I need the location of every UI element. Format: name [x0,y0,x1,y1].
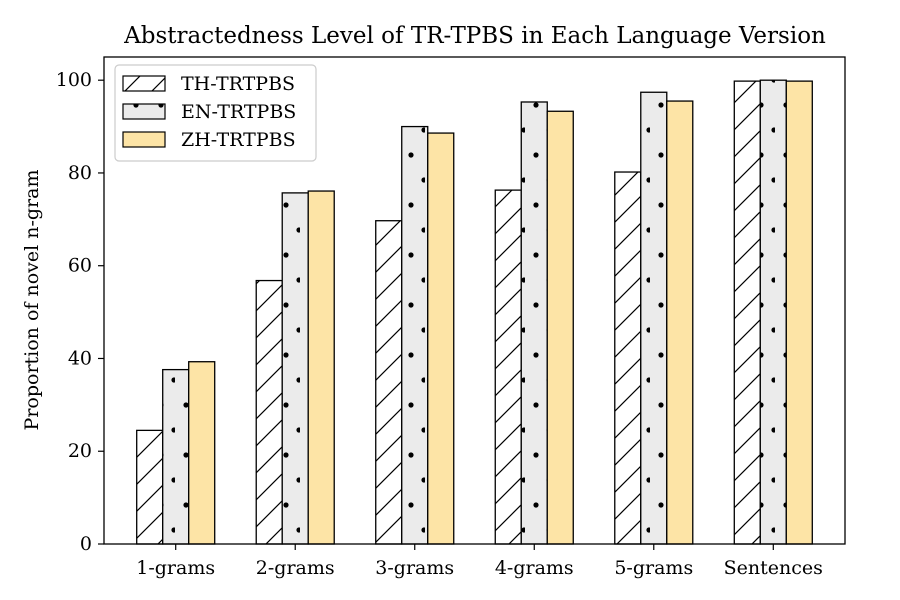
bar-en-trtpbs-sentences [759,79,787,545]
bars-group [136,79,813,545]
bar-en-trtpbs-4-grams [520,101,548,545]
bar-zh-trtpbs-sentences [785,80,813,545]
legend-label-th-trtpbs: TH-TRTPBS [181,73,295,95]
bar-en-trtpbs-5-grams [640,91,668,545]
bar-th-trtpbs-sentences [733,80,761,545]
legend-swatch-en-trtpbs [122,103,166,120]
x-tick-label: 3-grams [375,557,454,579]
legend-swatch-th-trtpbs [122,75,166,92]
bar-zh-trtpbs-2-grams [307,190,335,545]
legend-swatch-zh-trtpbs [122,131,166,148]
y-tick-label: 20 [68,440,92,462]
y-tick-label: 60 [68,255,92,277]
y-tick-label: 40 [68,347,92,369]
bar-zh-trtpbs-5-grams [666,100,694,545]
chart-title: Abstractedness Level of TR-TPBS in Each … [123,23,826,49]
bar-en-trtpbs-1-grams [162,368,190,545]
y-tick-label: 100 [56,69,92,91]
legend-label-en-trtpbs: EN-TRTPBS [181,101,296,123]
y-axis-label: Proportion of novel n-gram [21,170,43,431]
legend: TH-TRTPBS EN-TRTPBS ZH-TRTPBS [114,64,317,162]
bar-en-trtpbs-2-grams [281,192,309,545]
bar-th-trtpbs-2-grams [255,279,283,545]
x-tick-label: 2-grams [256,557,335,579]
bar-th-trtpbs-3-grams [375,220,403,545]
x-tick-label: Sentences [724,557,823,579]
bar-th-trtpbs-4-grams [494,189,522,545]
bar-en-trtpbs-3-grams [401,125,429,545]
bar-th-trtpbs-1-grams [136,429,164,545]
bar-zh-trtpbs-3-grams [427,132,455,545]
legend-label-zh-trtpbs: ZH-TRTPBS [181,129,296,151]
bar-th-trtpbs-5-grams [614,171,642,545]
x-tick-label: 4-grams [495,557,574,579]
bar-zh-trtpbs-4-grams [546,110,574,545]
plot-frame [103,56,846,545]
axes-group: 0 20 40 60 80 100 1-grams 2-grams 3-grams 4-grams… [56,56,846,579]
x-tick-label: 1-grams [136,557,215,579]
x-tick-label: 5-grams [614,557,693,579]
y-tick-label: 80 [68,162,92,184]
bar-zh-trtpbs-1-grams [188,361,216,545]
y-tick-label: 0 [80,533,92,555]
